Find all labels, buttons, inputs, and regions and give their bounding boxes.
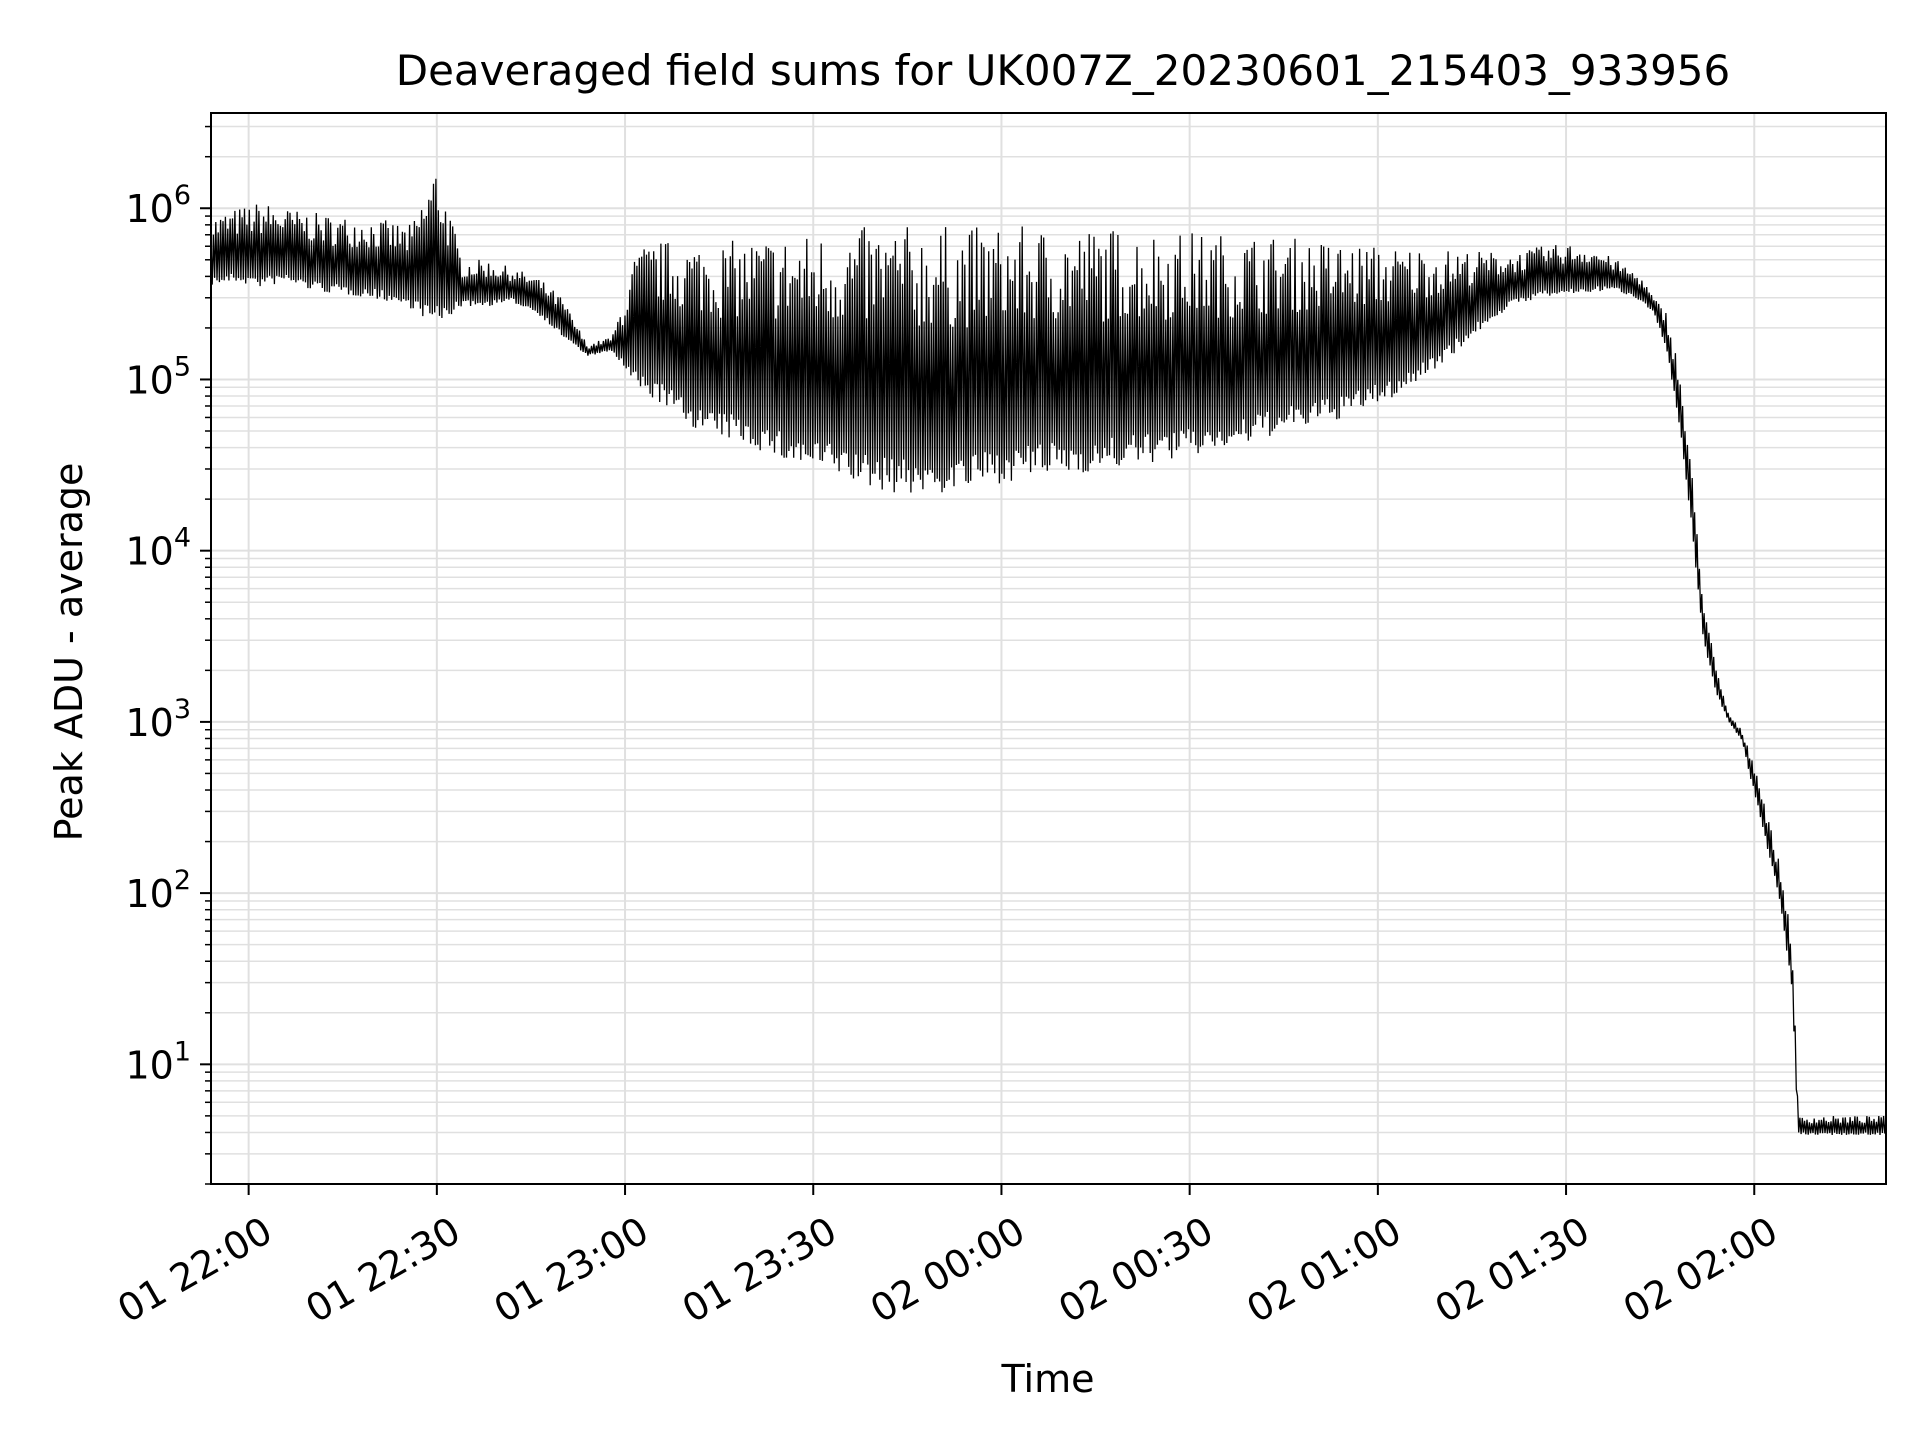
y-tick-label: 105 [125,351,191,402]
x-axis-label: Time [1001,1357,1095,1401]
y-axis-label: Peak ADU - average [47,463,91,842]
tick-marks [200,125,1756,1195]
y-tick-label: 103 [125,694,191,745]
series-group [210,178,1887,1135]
y-tick-label: 102 [125,865,191,916]
y-tick-label: 104 [125,523,191,574]
y-tick-label: 106 [125,180,191,231]
series-line [210,178,1887,1135]
y-tick-label: 101 [125,1036,191,1087]
plot-frame [210,112,1887,1185]
chart-title: Deaveraged field sums for UK007Z_2023060… [396,46,1731,95]
